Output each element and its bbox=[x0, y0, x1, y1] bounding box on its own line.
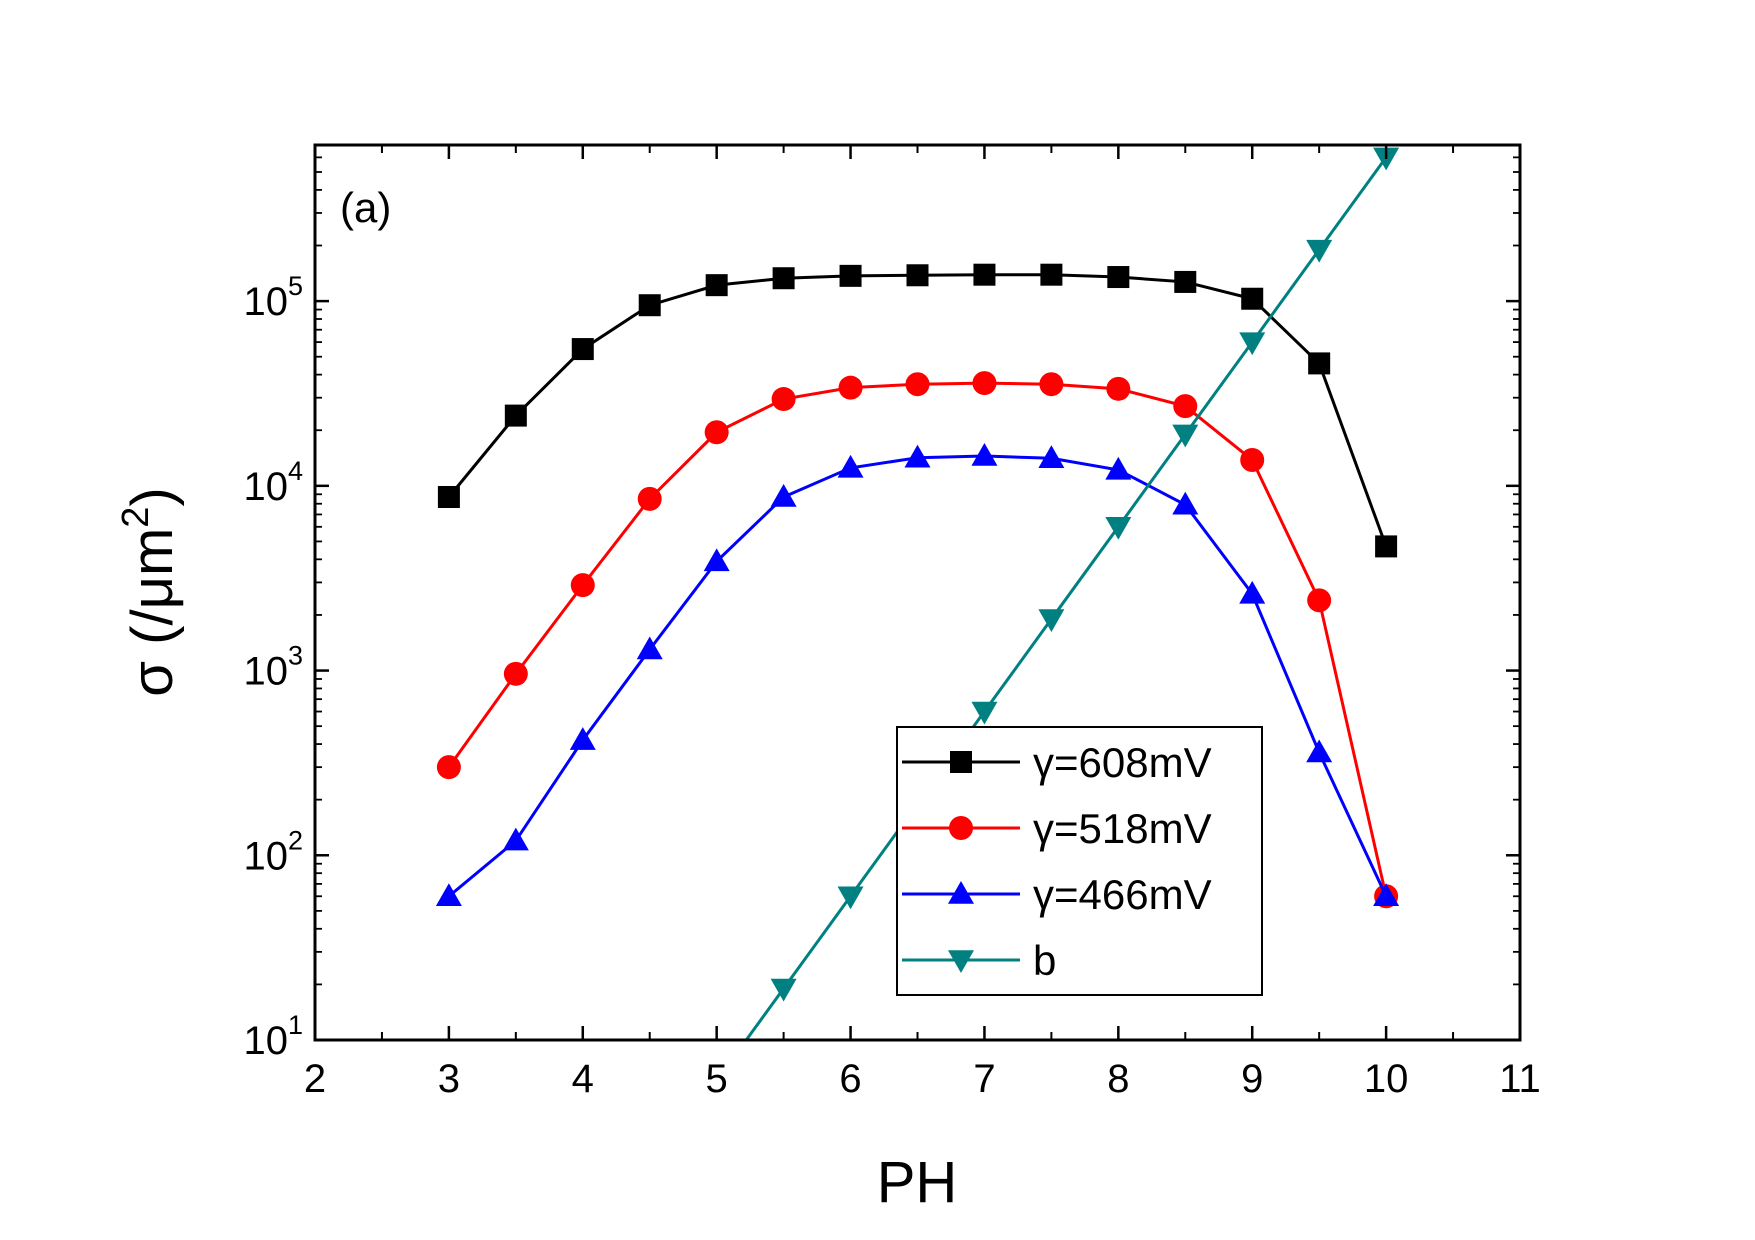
x-tick-label: 6 bbox=[839, 1057, 861, 1101]
legend-item-1: γ=608mV bbox=[902, 739, 1212, 786]
series-1-point bbox=[638, 294, 661, 317]
legend-marker bbox=[950, 751, 972, 773]
x-axis-title: PH bbox=[877, 1150, 958, 1215]
series-1-point bbox=[1375, 535, 1398, 558]
series-2-point bbox=[637, 486, 662, 511]
series-1-point bbox=[504, 404, 527, 427]
series-3-point bbox=[1038, 445, 1065, 469]
series-4-point bbox=[971, 701, 998, 725]
ticks-layer: 2 3 4 5 6 7 8 9 10 11 101 102 103 104 105 bbox=[243, 145, 1541, 1101]
series-1-point bbox=[1107, 266, 1130, 289]
series-3-point bbox=[636, 636, 663, 660]
series-3-point bbox=[435, 883, 462, 907]
y-tick-label: 101 bbox=[243, 1010, 303, 1063]
series-1-point bbox=[973, 263, 996, 286]
series-1-point bbox=[1040, 263, 1063, 286]
series-1-point bbox=[571, 338, 594, 361]
series-1-point bbox=[906, 264, 929, 287]
series-3-point bbox=[1105, 456, 1132, 480]
series-line-1 bbox=[447, 273, 1388, 547]
series-3-point bbox=[837, 454, 864, 478]
series-2-point bbox=[838, 375, 863, 400]
series-1-point bbox=[772, 267, 795, 290]
series-4-point bbox=[1239, 332, 1266, 356]
x-tick-label: 9 bbox=[1241, 1057, 1263, 1101]
series-3-point bbox=[971, 443, 998, 466]
y-axis-title-sup: 2 bbox=[115, 507, 157, 528]
series-4-point bbox=[1105, 517, 1132, 540]
series-2-point bbox=[436, 755, 461, 780]
x-tick-label: 4 bbox=[572, 1057, 594, 1101]
series-2-point bbox=[972, 371, 997, 396]
series-4-point bbox=[837, 886, 864, 910]
y-tick-label: 104 bbox=[243, 456, 303, 509]
legend-label: γ=608mV bbox=[1033, 739, 1212, 786]
legend-marker bbox=[949, 816, 973, 840]
legend-item-4: b bbox=[902, 937, 1056, 984]
series-1-point bbox=[1308, 352, 1331, 375]
series-2-point bbox=[1039, 372, 1064, 397]
series-4-point bbox=[770, 978, 797, 1002]
series-3-point bbox=[904, 444, 931, 468]
x-tick-label: 10 bbox=[1364, 1057, 1409, 1101]
series-4-point bbox=[1172, 424, 1199, 448]
panel-label: (a) bbox=[340, 184, 391, 231]
series-2-point bbox=[1307, 588, 1332, 613]
series-3-point bbox=[770, 484, 797, 507]
series-3-point bbox=[569, 727, 596, 750]
series-2-point bbox=[1173, 394, 1198, 419]
series-3-point bbox=[1306, 739, 1333, 763]
series-1 bbox=[437, 263, 1398, 558]
series-2-point bbox=[771, 387, 796, 412]
series-2-point bbox=[905, 372, 930, 397]
series-4-point bbox=[1306, 239, 1333, 263]
series-2-point bbox=[503, 661, 528, 686]
series-2-point bbox=[570, 573, 595, 598]
y-tick-label: 105 bbox=[243, 271, 303, 324]
legend-item-2: γ=518mV bbox=[902, 805, 1212, 852]
legend-label: b bbox=[1033, 937, 1056, 984]
y-tick-label: 103 bbox=[243, 641, 303, 694]
y-axis-title-main: σ (/μm bbox=[120, 528, 185, 697]
series-1-point bbox=[1174, 270, 1197, 293]
series-1-point bbox=[1241, 287, 1264, 310]
series-2-point bbox=[704, 420, 729, 445]
series-2-point bbox=[1106, 376, 1131, 401]
series-3-point bbox=[1239, 580, 1266, 604]
series-3-point bbox=[1373, 883, 1400, 907]
series-4-point bbox=[1038, 609, 1065, 633]
y-tick-label: 102 bbox=[243, 825, 303, 878]
legend-label: γ=466mV bbox=[1033, 871, 1212, 918]
y-axis-title-close: ) bbox=[120, 487, 185, 506]
y-axis-title: σ (/μm2) bbox=[115, 487, 185, 697]
x-tick-label: 5 bbox=[706, 1057, 728, 1101]
legend-marker bbox=[948, 950, 974, 973]
legend: γ=608mV γ=518mV γ=466mV b bbox=[896, 726, 1263, 996]
legend-label: γ=518mV bbox=[1033, 805, 1212, 852]
x-tick-label: 11 bbox=[1499, 1057, 1541, 1101]
series-3 bbox=[435, 443, 1400, 907]
series-3-point bbox=[703, 548, 730, 572]
series-layer bbox=[435, 147, 1400, 1040]
legend-item-3: γ=466mV bbox=[902, 871, 1212, 918]
series-group bbox=[435, 147, 1400, 1040]
series-3-point bbox=[502, 827, 529, 851]
x-tick-label: 7 bbox=[973, 1057, 995, 1101]
x-tick-label: 2 bbox=[304, 1057, 326, 1101]
series-1-point bbox=[705, 274, 728, 297]
series-1-point bbox=[437, 486, 460, 509]
series-2-point bbox=[1240, 447, 1265, 472]
legend-marker bbox=[948, 881, 974, 904]
x-tick-label: 3 bbox=[438, 1057, 460, 1101]
series-1-point bbox=[839, 264, 862, 287]
series-3-point bbox=[1172, 491, 1199, 515]
x-tick-label: 8 bbox=[1107, 1057, 1129, 1101]
